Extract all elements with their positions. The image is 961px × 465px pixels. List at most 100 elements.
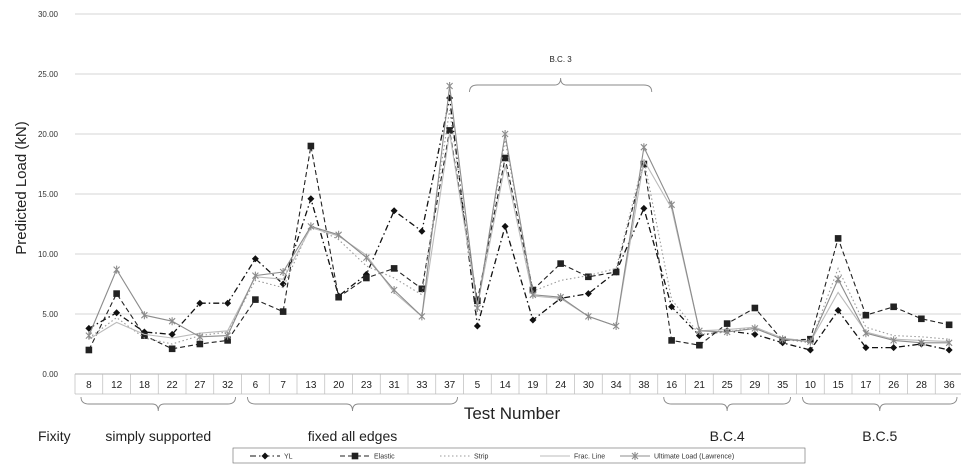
data-point [113, 309, 120, 316]
x-tick-label: 25 [722, 380, 734, 391]
legend-label: YL [284, 454, 293, 461]
data-point [391, 207, 398, 214]
data-point [946, 322, 953, 329]
data-point [252, 296, 259, 303]
series-4 [86, 82, 952, 347]
x-tick-label: 21 [694, 380, 706, 391]
x-tick-label: 32 [222, 380, 234, 391]
x-tick-label: 29 [749, 380, 761, 391]
series-line [89, 133, 949, 342]
data-point [613, 269, 620, 276]
group-brace [803, 397, 958, 411]
data-point [446, 95, 453, 102]
y-tick-label: 15.00 [38, 190, 59, 199]
x-tick-label: 31 [389, 380, 401, 391]
y-tick-label: 20.00 [38, 130, 59, 139]
group-brace [470, 78, 652, 92]
x-tick-label: 8 [86, 380, 92, 391]
x-tick-label: 26 [888, 380, 900, 391]
legend-marker [352, 453, 359, 460]
group-label: fixed all edges [308, 428, 398, 444]
group-brace [664, 397, 791, 411]
x-tick-label: 14 [500, 380, 512, 391]
data-point [585, 312, 591, 320]
data-point [640, 205, 647, 212]
data-point [418, 228, 425, 235]
series-line [89, 98, 949, 350]
x-tick-label: 28 [916, 380, 928, 391]
data-point [307, 195, 314, 202]
series-3 [89, 133, 949, 342]
data-point [335, 294, 342, 301]
x-tick-label: 19 [527, 380, 539, 391]
x-axis-title: Test Number [464, 404, 561, 423]
data-point [419, 286, 426, 293]
x-tick-label: 27 [194, 380, 206, 391]
x-tick-label: 20 [333, 380, 345, 391]
data-point [724, 320, 731, 327]
legend: YL Elastic Strip Frac. Line Ultimate Load (L… [233, 448, 805, 463]
data-point [890, 304, 897, 311]
legend-label: Frac. Line [574, 454, 605, 461]
y-axis-title: Predicted Load (kN) [13, 121, 30, 254]
group-label: simply supported [105, 428, 211, 444]
x-tick-label: 10 [805, 380, 817, 391]
data-point [863, 312, 870, 319]
data-point [613, 322, 619, 330]
y-tick-labels: 0.005.0010.0015.0020.0025.0030.00 [38, 10, 59, 379]
x-tick-label: 24 [555, 380, 567, 391]
data-point [835, 235, 842, 242]
data-point [86, 347, 93, 354]
data-point [280, 308, 287, 315]
x-tick-label: 36 [944, 380, 956, 391]
data-point [668, 337, 675, 344]
data-point [113, 290, 120, 297]
y-tick-label: 10.00 [38, 250, 59, 259]
group-label: B.C.5 [862, 428, 897, 444]
group-label: B.C. 3 [550, 55, 573, 64]
data-point [502, 223, 509, 230]
data-point [807, 347, 814, 354]
data-point [224, 300, 231, 307]
data-point [197, 341, 204, 348]
data-point [918, 316, 925, 323]
x-tick-label: 18 [139, 380, 151, 391]
data-point [86, 332, 92, 340]
data-point [391, 265, 398, 272]
x-tick-labels: 8 12 18 22 27 32 6 7 13 20 23 31 33 37 5 14 19 24 30 34 38 16… [86, 380, 955, 391]
x-tick-label: 15 [833, 380, 845, 391]
x-tick-label: 35 [777, 380, 789, 391]
legend-label: Elastic [374, 454, 395, 461]
x-tick-label: 12 [111, 380, 123, 391]
data-point [447, 82, 453, 90]
x-tick-label: 6 [253, 380, 259, 391]
data-point [641, 143, 647, 151]
series-line [89, 86, 949, 343]
group-brace [81, 397, 236, 411]
data-point [946, 347, 953, 354]
x-tick-label: 23 [361, 380, 373, 391]
legend-label: Ultimate Load (Lawrence) [654, 454, 734, 461]
legend-label: Strip [474, 454, 489, 461]
data-point [474, 304, 480, 312]
y-tick-label: 0.00 [42, 370, 58, 379]
data-point [280, 281, 287, 288]
series-line [89, 110, 949, 344]
data-point [752, 305, 759, 312]
series-2 [89, 110, 949, 344]
x-tick-label: 5 [475, 380, 481, 391]
data-point [308, 143, 315, 150]
x-tick-label: 16 [666, 380, 678, 391]
x-tick-label: 38 [638, 380, 650, 391]
x-tick-label: 22 [167, 380, 179, 391]
x-tick-label: 33 [416, 380, 428, 391]
group-label: B.C.4 [710, 428, 745, 444]
data-point [419, 312, 425, 320]
data-point [363, 275, 370, 282]
y-tick-label: 25.00 [38, 70, 59, 79]
data-point [835, 275, 841, 283]
y-tick-label: 5.00 [42, 310, 58, 319]
data-point [114, 266, 120, 274]
x-tick-label: 17 [860, 380, 872, 391]
